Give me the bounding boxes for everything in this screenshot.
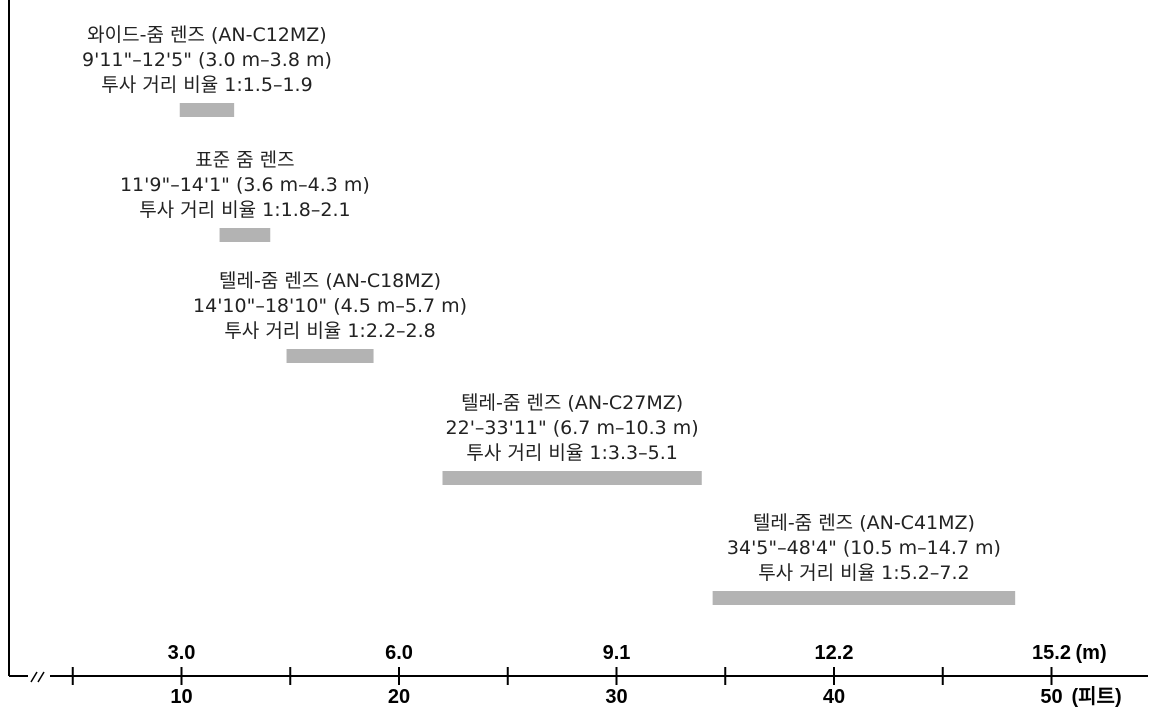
axis-ticks <box>71 667 1053 685</box>
feet-tick-label: 20 <box>388 686 410 708</box>
feet-tick-label: 30 <box>605 686 627 708</box>
range-bar <box>442 471 702 485</box>
lens-ranges: 와이드-줌 렌즈 (AN-C12MZ) 9'11"–12'5" (3.0 m–3.… <box>82 24 1016 605</box>
lens-name-label: 텔레-줌 렌즈 (AN-C41MZ) <box>753 512 975 534</box>
lens-name-label: 표준 줌 렌즈 <box>195 149 294 171</box>
range-label: 34'5"–48'4" (10.5 m–14.7 m) <box>727 537 1001 559</box>
feet-tick-label: 10 <box>170 686 192 708</box>
lens-range-group: 텔레-줌 렌즈 (AN-C18MZ) 14'10"–18'10" (4.5 m–5… <box>193 270 467 363</box>
range-bar <box>219 228 271 242</box>
range-label: 14'10"–18'10" (4.5 m–5.7 m) <box>193 295 467 317</box>
lens-name-label: 와이드-줌 렌즈 (AN-C12MZ) <box>87 24 327 46</box>
range-label: 22'–33'11" (6.7 m–10.3 m) <box>446 417 699 439</box>
ratio-label: 투사 거리 비율 1:2.2–2.8 <box>224 320 435 342</box>
meter-tick-label: 3.0 <box>168 642 196 664</box>
ratio-label: 투사 거리 비율 1:1.5–1.9 <box>101 74 312 96</box>
lens-range-group: 텔레-줌 렌즈 (AN-C27MZ) 22'–33'11" (6.7 m–10.3… <box>442 392 702 485</box>
axis-tick-labels: 3.0 6.0 9.1 12.2 15.2 10 20 30 40 50 (m) (피트) <box>168 642 1122 708</box>
range-label: 11'9"–14'1" (3.6 m–4.3 m) <box>120 174 370 196</box>
range-bar <box>712 591 1016 605</box>
feet-tick-label: 50 <box>1040 686 1062 708</box>
range-bar <box>179 103 235 117</box>
ratio-label: 투사 거리 비율 1:3.3–5.1 <box>466 442 677 464</box>
ratio-label: 투사 거리 비율 1:5.2–7.2 <box>758 562 969 584</box>
lens-range-group: 텔레-줌 렌즈 (AN-C41MZ) 34'5"–48'4" (10.5 m–14… <box>712 512 1016 605</box>
meter-unit-label: (m) <box>1076 642 1107 664</box>
meter-tick-label: 6.0 <box>385 642 413 664</box>
lens-range-group: 와이드-줌 렌즈 (AN-C12MZ) 9'11"–12'5" (3.0 m–3.… <box>82 24 332 117</box>
ratio-label: 투사 거리 비율 1:1.8–2.1 <box>139 199 350 221</box>
range-label: 9'11"–12'5" (3.0 m–3.8 m) <box>82 49 332 71</box>
range-bar <box>286 349 374 363</box>
meter-tick-label: 9.1 <box>603 642 631 664</box>
meter-tick-label: 12.2 <box>815 642 854 664</box>
lens-range-group: 표준 줌 렌즈 11'9"–14'1" (3.6 m–4.3 m) 투사 거리 비율… <box>120 149 370 242</box>
feet-tick-label: 40 <box>823 686 845 708</box>
lens-name-label: 텔레-줌 렌즈 (AN-C18MZ) <box>219 270 441 292</box>
meter-tick-label: 15.2 <box>1032 642 1071 664</box>
feet-unit-label: (피트) <box>1072 685 1122 708</box>
axis-break-icon <box>28 668 50 684</box>
lens-name-label: 텔레-줌 렌즈 (AN-C27MZ) <box>461 392 683 414</box>
